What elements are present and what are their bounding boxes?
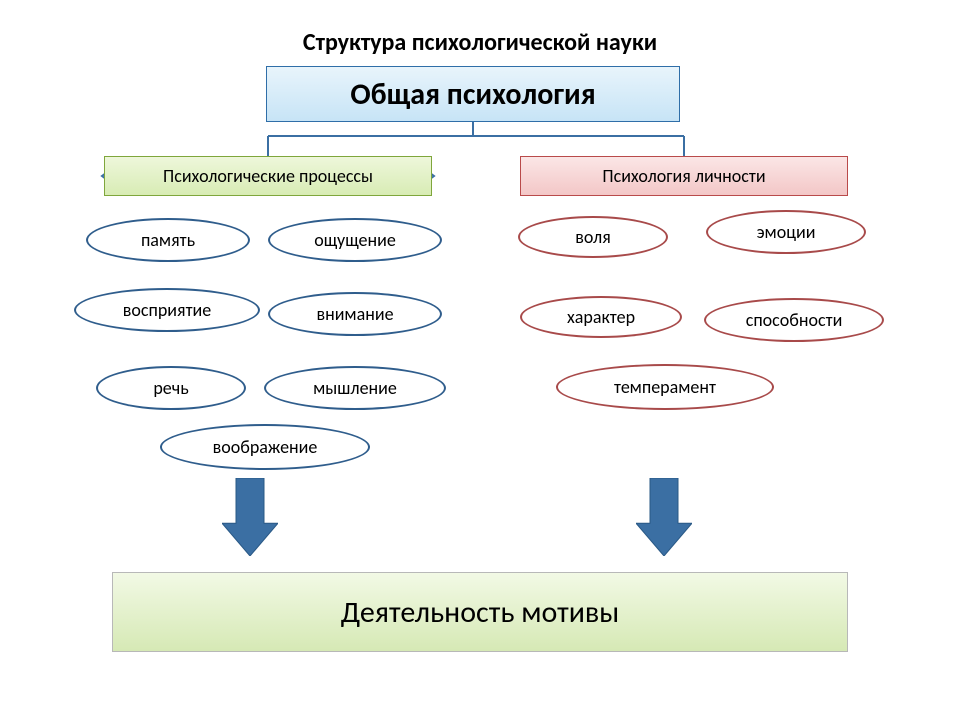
left-header-label: Психологические процессы	[163, 165, 373, 187]
right-ellipse-label-2: характер	[567, 306, 635, 328]
down-arrow-0	[222, 478, 278, 556]
right-header-label: Психология личности	[602, 165, 765, 187]
right-ellipse-label-0: воля	[575, 226, 611, 248]
left-ellipse-5: мышление	[264, 366, 446, 410]
left-ellipse-label-3: внимание	[316, 303, 393, 325]
main-box-label: Общая психология	[350, 76, 595, 113]
left-ellipse-label-6: воображение	[213, 436, 318, 458]
left-ellipse-label-0: память	[141, 229, 195, 251]
left-header-box: Психологические процессы	[104, 156, 432, 196]
right-ellipse-2: характер	[520, 296, 682, 338]
left-ellipse-label-1: ощущение	[314, 229, 396, 251]
left-ellipse-4: речь	[96, 366, 246, 410]
right-ellipse-4: темперамент	[556, 364, 774, 410]
right-header-box: Психология личности	[520, 156, 848, 196]
right-ellipse-label-4: темперамент	[614, 376, 716, 398]
bottom-box-label: Деятельность мотивы	[341, 594, 620, 631]
main-box: Общая психология	[266, 66, 680, 122]
left-ellipse-6: воображение	[160, 424, 370, 470]
right-ellipse-label-3: способности	[746, 309, 843, 331]
right-ellipse-0: воля	[518, 216, 668, 258]
left-ellipse-label-2: восприятие	[123, 299, 211, 321]
page-title: Структура психологической науки	[195, 28, 765, 57]
left-ellipse-label-4: речь	[153, 377, 188, 399]
left-ellipse-3: внимание	[268, 292, 442, 336]
right-ellipse-3: способности	[704, 298, 884, 342]
right-ellipse-1: эмоции	[706, 210, 866, 254]
left-ellipse-label-5: мышление	[313, 377, 397, 399]
left-ellipse-1: ощущение	[268, 218, 442, 262]
right-ellipse-label-1: эмоции	[757, 221, 816, 243]
bottom-box: Деятельность мотивы	[112, 572, 848, 652]
down-arrow-1	[636, 478, 692, 556]
left-ellipse-2: восприятие	[74, 288, 260, 332]
left-ellipse-0: память	[86, 218, 250, 262]
